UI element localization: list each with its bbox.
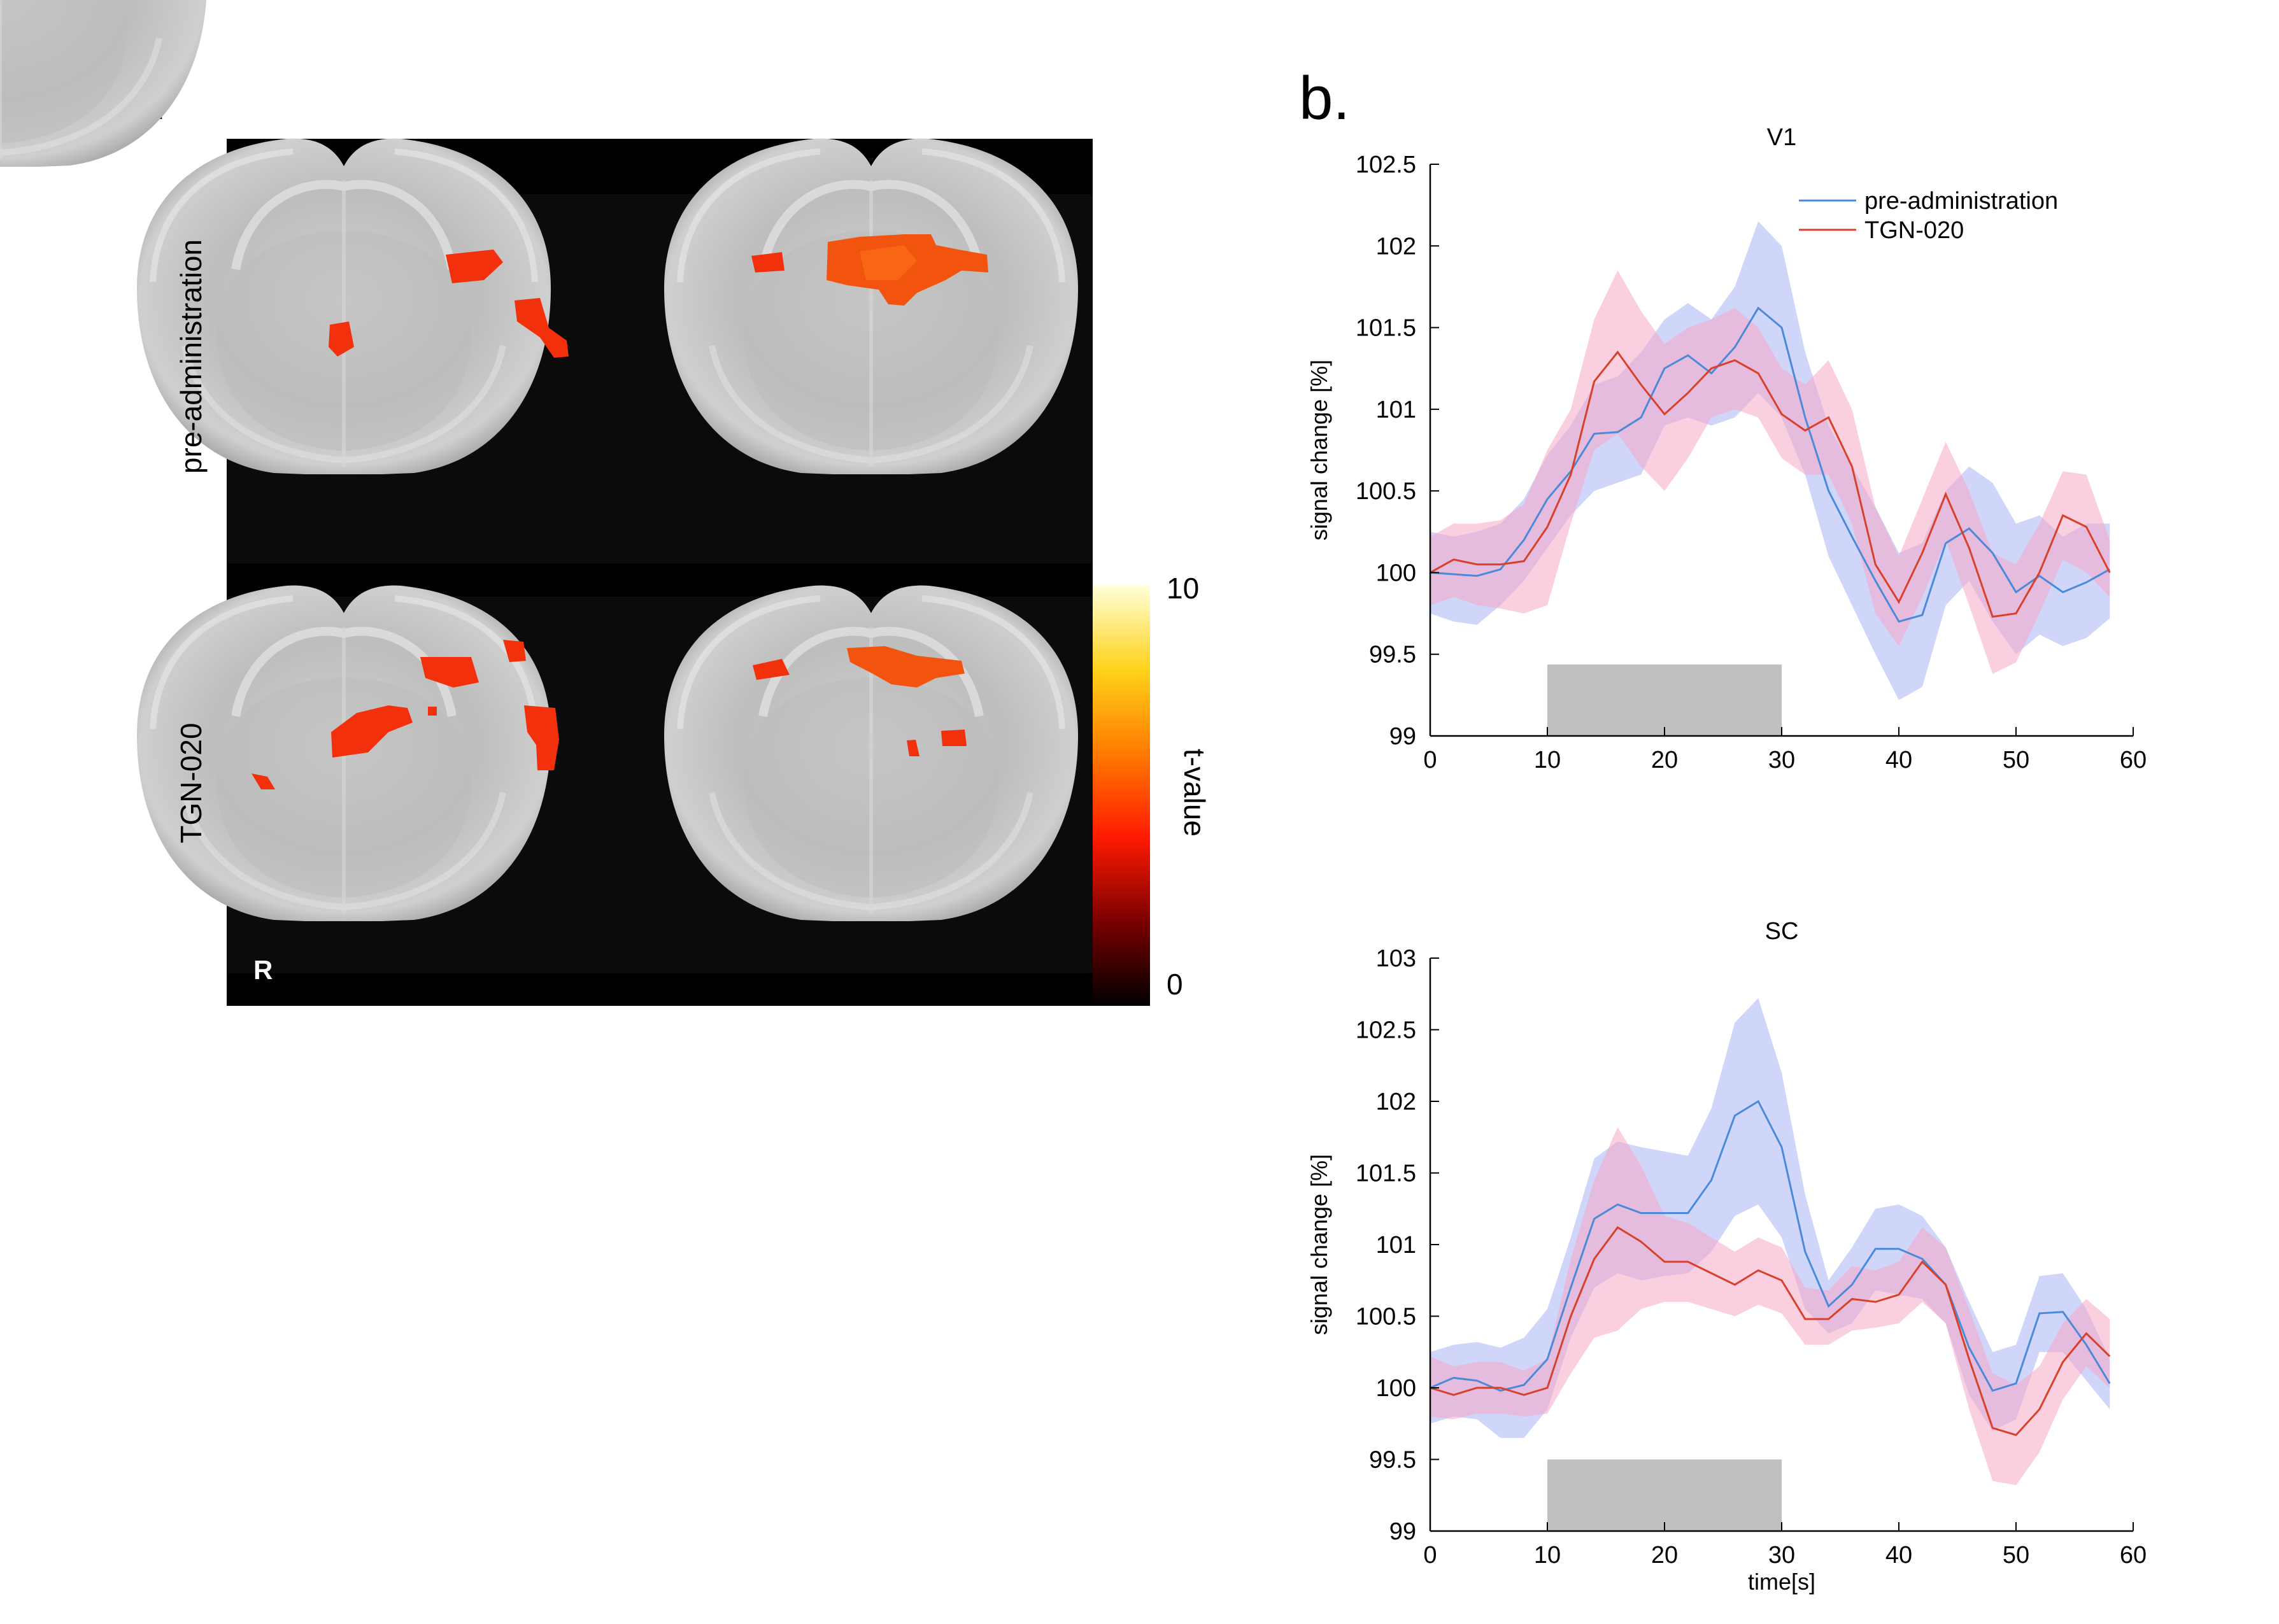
x-tick-label: 0: [1423, 1542, 1437, 1569]
y-tick-label: 100.5: [1356, 1304, 1416, 1331]
brain-slice: [0, 0, 206, 167]
x-tick-label: 0: [1423, 747, 1437, 773]
colorbar-title: t-value: [1178, 749, 1211, 837]
y-tick-label: 101: [1376, 1232, 1416, 1259]
orientation-marker: R: [253, 955, 273, 985]
colorbar: 10 0 t-value: [1093, 572, 1211, 1006]
y-tick-label: 103: [1376, 945, 1416, 972]
y-axis-label: signal change [%]: [1306, 360, 1332, 540]
colorbar-max-label: 10: [1167, 572, 1199, 605]
series-line-pre-administration: [1430, 306, 2110, 623]
brain-image-panel: R: [0, 0, 1093, 1006]
x-axis-label: time[s]: [1748, 1569, 1815, 1595]
row-label-pre-administration: pre-administration: [174, 239, 208, 474]
confidence-band-pre-administration: [1430, 998, 2110, 1438]
y-tick-label: 100: [1376, 560, 1416, 586]
y-tick-label: 101.5: [1356, 1161, 1416, 1187]
x-tick-label: 30: [1768, 1542, 1795, 1569]
chart-sc: 99 99.5 100 100.5 101 101.5 102 102.5 103 0 10 20 30…: [1306, 918, 2147, 1595]
chart-title: SC: [1765, 918, 1799, 945]
legend-label: pre-administration: [1864, 188, 2058, 215]
x-tick-label: 30: [1768, 747, 1795, 773]
activation-clusters: [252, 234, 988, 789]
x-tick-label: 10: [1534, 1542, 1561, 1569]
y-tick-label: 99: [1389, 723, 1416, 750]
x-tick-label: 60: [2120, 747, 2147, 773]
x-tick-label: 50: [2003, 747, 2029, 773]
y-tick-label: 99.5: [1369, 1447, 1416, 1474]
series-line-pre-administration: [1430, 1099, 2111, 1392]
confidence-band-tgn-020: [1430, 270, 2110, 674]
x-tick-label: 20: [1651, 1542, 1678, 1569]
x-tick-label: 40: [1885, 747, 1912, 773]
chart-v1: 99 99.5 100 100.5 101 101.5 102 102.5 0 10 20 30 40 5…: [1306, 124, 2147, 773]
y-tick-label: 99.5: [1369, 642, 1416, 668]
y-tick-label: 102: [1376, 1089, 1416, 1115]
y-tick-label: 101.5: [1356, 315, 1416, 342]
y-tick-label: 100: [1376, 1375, 1416, 1402]
x-tick-label: 60: [2120, 1542, 2147, 1569]
panel-b-letter: b.: [1299, 64, 1350, 132]
row-label-tgn-020: TGN-020: [174, 723, 208, 843]
y-tick-label: 102: [1376, 233, 1416, 260]
stimulus-period-bar: [1547, 664, 1782, 736]
x-tick-label: 10: [1534, 747, 1561, 773]
y-tick-label: 102.5: [1356, 1017, 1416, 1044]
legend-label: TGN-020: [1864, 217, 1964, 244]
series-line-tgn-020: [1430, 350, 2111, 618]
y-tick-label: 102.5: [1356, 152, 1416, 178]
chart-title: V1: [1767, 124, 1796, 151]
colorbar-gradient: [1093, 586, 1150, 1006]
stimulus-period-bar: [1547, 1459, 1782, 1531]
y-axis-label: signal change [%]: [1306, 1154, 1332, 1335]
y-tick-label: 101: [1376, 397, 1416, 423]
colorbar-min-label: 0: [1167, 968, 1183, 1001]
series-line-tgn-020: [1430, 1226, 2111, 1436]
x-tick-label: 40: [1885, 1542, 1912, 1569]
confidence-band-pre-administration: [1430, 221, 2110, 700]
confidence-band-tgn-020: [1430, 1127, 2110, 1485]
x-tick-label: 50: [2003, 1542, 2029, 1569]
x-tick-label: 20: [1651, 747, 1678, 773]
y-tick-label: 100.5: [1356, 478, 1416, 505]
y-tick-label: 99: [1389, 1518, 1416, 1545]
